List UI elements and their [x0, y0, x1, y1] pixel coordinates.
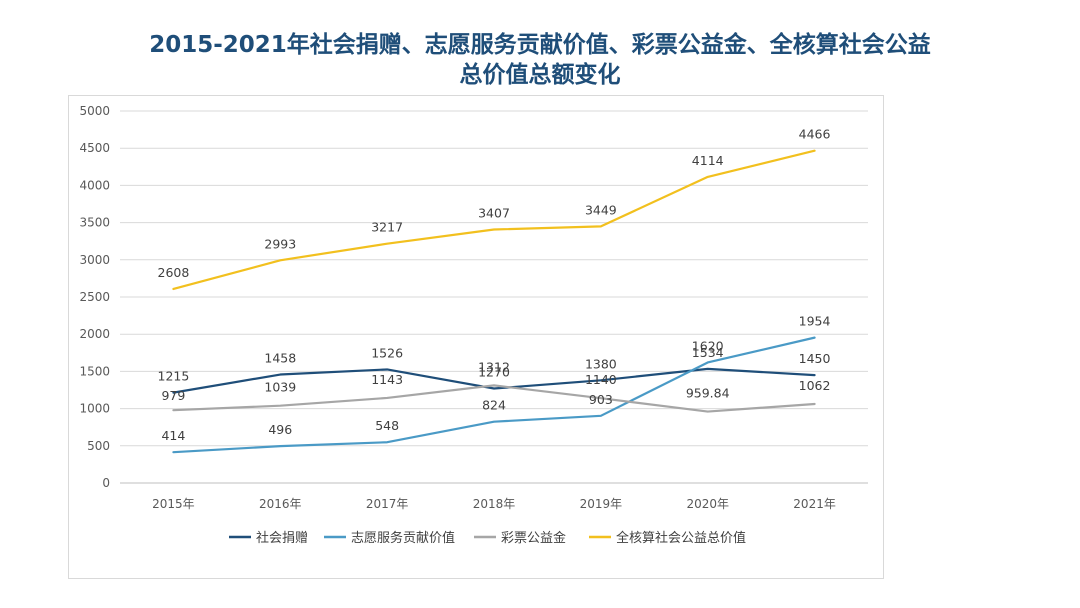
y-tick-label: 0: [102, 476, 110, 490]
data-label: 824: [482, 398, 506, 413]
data-label: 2993: [264, 236, 296, 251]
data-label: 548: [375, 418, 399, 433]
y-tick-label: 4500: [79, 141, 110, 155]
legend-label: 彩票公益金: [501, 530, 566, 546]
data-label: 979: [161, 388, 185, 403]
chart-area: [68, 95, 884, 579]
y-tick-label: 5000: [79, 104, 110, 118]
data-label: 414: [161, 428, 185, 443]
data-label: 1380: [585, 356, 617, 371]
data-label: 1954: [799, 314, 831, 329]
legend-label: 全核算社会公益总价值: [616, 530, 746, 546]
chart-title-line1: 2015-2021年社会捐赠、志愿服务贡献价值、彩票公益金、全核算社会公益: [149, 32, 931, 58]
data-label: 1143: [371, 372, 403, 387]
data-label: 1534: [692, 345, 724, 360]
data-label: 1526: [371, 345, 403, 360]
data-label: 4114: [692, 153, 724, 168]
y-tick-label: 2500: [79, 290, 110, 304]
y-tick-label: 2000: [79, 327, 110, 341]
y-tick-label: 500: [87, 439, 110, 453]
data-label: 3407: [478, 206, 510, 221]
data-label: 1270: [478, 365, 510, 380]
x-tick-label: 2018年: [473, 497, 516, 511]
y-tick-label: 1000: [79, 402, 110, 416]
data-label: 1458: [264, 351, 296, 366]
y-tick-label: 3000: [79, 253, 110, 267]
legend-label: 志愿服务贡献价值: [351, 530, 455, 546]
data-label: 1312: [478, 359, 510, 374]
y-tick-label: 4000: [79, 178, 110, 192]
data-label: 903: [589, 392, 613, 407]
data-label: 1039: [264, 380, 296, 395]
data-label: 1450: [799, 351, 831, 366]
x-tick-label: 2016年: [259, 497, 302, 511]
chart-title-line2: 总价值总额变化: [459, 62, 621, 88]
y-tick-label: 1500: [79, 364, 110, 378]
data-label: 3217: [371, 220, 403, 235]
x-tick-label: 2015年: [152, 497, 195, 511]
data-label: 3449: [585, 202, 617, 217]
x-tick-label: 2019年: [580, 497, 623, 511]
data-label: 959.84: [686, 386, 730, 401]
y-tick-label: 3500: [79, 216, 110, 230]
data-label: 496: [268, 422, 292, 437]
data-label: 1140: [585, 372, 617, 387]
x-tick-label: 2020年: [686, 497, 729, 511]
data-label: 4466: [799, 127, 831, 142]
data-label: 1062: [799, 378, 831, 393]
x-tick-label: 2017年: [366, 497, 409, 511]
data-label: 1215: [158, 369, 190, 384]
x-tick-label: 2021年: [793, 497, 836, 511]
data-label: 1620: [692, 338, 724, 353]
data-label: 2608: [158, 265, 190, 280]
legend-label: 社会捐赠: [256, 530, 308, 546]
